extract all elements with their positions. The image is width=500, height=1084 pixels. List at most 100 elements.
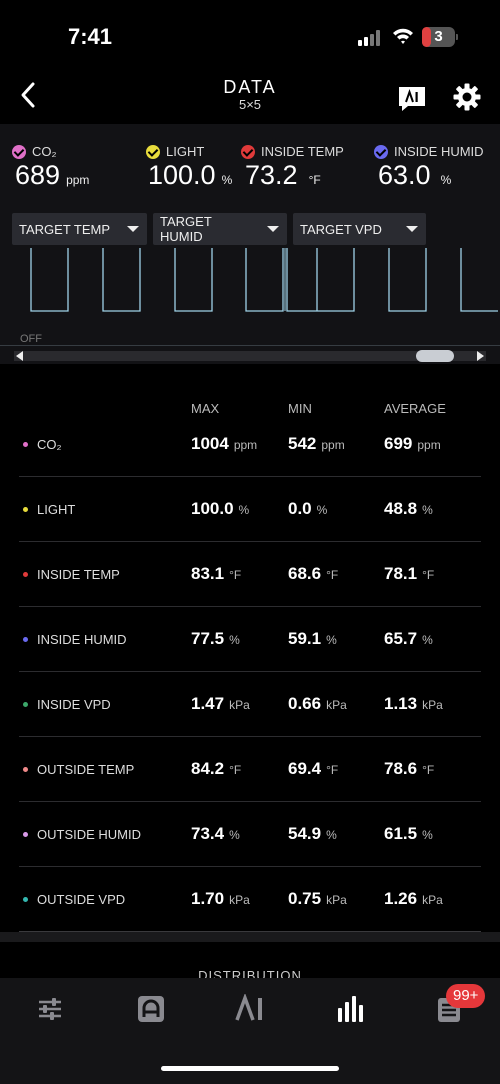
row-label: INSIDE TEMP (37, 567, 120, 582)
stat-row-inside-vpd: INSIDE VPD 1.47 kPa 0.66 kPa 1.13 kPa (19, 672, 481, 737)
target-vpd-dropdown[interactable]: TARGET VPD (293, 213, 426, 245)
column-max: MAX (191, 401, 220, 416)
row-label: OUTSIDE HUMID (37, 827, 141, 842)
unit: % (422, 828, 433, 842)
controller-icon[interactable] (131, 994, 171, 1024)
series-dot (23, 897, 28, 902)
check-icon (146, 144, 160, 159)
unit: % (326, 633, 337, 647)
sensor-inside-humid[interactable]: INSIDE HUMID 63.0 % (374, 144, 484, 191)
row-label: INSIDE VPD (37, 697, 111, 712)
graph-scrollbar[interactable] (14, 351, 486, 361)
light-cycle-graph[interactable] (0, 248, 500, 346)
max-value: 1004 (191, 434, 229, 453)
dropdown-label: TARGET HUMID (160, 214, 212, 244)
caret-down-icon (267, 226, 279, 232)
unit: % (316, 503, 328, 517)
sensor-label: INSIDE HUMID (394, 144, 484, 159)
avg-value: 699 (384, 434, 413, 453)
max-value: 1.47 (191, 694, 225, 713)
max-value: 73.4 (191, 824, 225, 843)
series-dot (23, 637, 28, 642)
avg-value: 65.7 (384, 629, 418, 648)
ai-chat-icon[interactable] (398, 86, 426, 112)
scrollbar-thumb[interactable] (416, 350, 454, 362)
unit: kPa (422, 893, 443, 907)
target-temp-dropdown[interactable]: TARGET TEMP (12, 213, 147, 245)
unit: kPa (422, 698, 443, 712)
sensor-unit: °F (308, 173, 321, 187)
home-indicator[interactable] (161, 1066, 339, 1071)
unit: % (422, 633, 433, 647)
unit: ppm (233, 438, 258, 452)
min-value: 542 (288, 434, 317, 453)
caret-down-icon (127, 226, 139, 232)
unit: °F (422, 568, 435, 582)
series-dot (23, 507, 28, 512)
back-chevron-icon[interactable] (14, 80, 44, 110)
light-cycle-line (30, 248, 498, 312)
sensor-unit: ppm (66, 173, 90, 187)
unit: % (229, 633, 240, 647)
sensor-inside-temp[interactable]: INSIDE TEMP 73.2 °F (241, 144, 344, 191)
unit: ppm (321, 438, 345, 452)
max-value: 84.2 (191, 759, 225, 778)
settings-gear-icon[interactable] (452, 82, 482, 112)
sliders-icon[interactable] (30, 994, 70, 1024)
unit: °F (326, 568, 339, 582)
avg-value: 78.6 (384, 759, 418, 778)
stat-row-co2: CO₂ 1004 ppm 542 ppm 699 ppm (19, 412, 481, 477)
check-icon (374, 144, 388, 159)
bar-chart-icon[interactable] (330, 994, 370, 1024)
sensor-value: 100.0 (148, 160, 216, 190)
max-value: 77.5 (191, 629, 225, 648)
cellular-signal-icon (358, 30, 382, 46)
series-dot (23, 442, 28, 447)
sensor-light[interactable]: LIGHT 100.0 % (146, 144, 232, 191)
ai-icon[interactable] (230, 994, 270, 1024)
column-min: MIN (288, 401, 312, 416)
target-humid-dropdown[interactable]: TARGET HUMID (153, 213, 287, 245)
min-value: 0.75 (288, 889, 322, 908)
stat-row-inside-temp: INSIDE TEMP 83.1 °F 68.6 °F 78.1 °F (19, 542, 481, 607)
stats-table: MAX MIN AVERAGE CO₂ 1004 ppm 542 ppm 699 pp… (0, 364, 500, 932)
sensor-unit: % (221, 173, 233, 187)
min-value: 59.1 (288, 629, 322, 648)
max-value: 100.0 (191, 499, 234, 518)
series-dot (23, 572, 28, 577)
series-dot (23, 832, 28, 837)
unit: °F (326, 763, 339, 777)
scroll-left-arrow-icon[interactable] (16, 351, 23, 361)
section-divider (0, 932, 500, 942)
series-dot (23, 767, 28, 772)
row-label: OUTSIDE VPD (37, 892, 126, 907)
min-value: 0.66 (288, 694, 322, 713)
sensor-panel: CO₂ 689 ppm LIGHT 100.0 % INSIDE TEMP 73… (0, 124, 500, 364)
unit: ppm (417, 438, 441, 452)
unit: % (229, 828, 240, 842)
stat-row-light: LIGHT 100.0% 0.0% 48.8% (19, 477, 481, 542)
avg-value: 1.26 (384, 889, 418, 908)
row-label: LIGHT (37, 502, 76, 517)
series-dot (23, 702, 28, 707)
unit: kPa (326, 698, 347, 712)
battery-level: 3 (434, 28, 443, 45)
dropdown-label: TARGET TEMP (19, 221, 111, 237)
scroll-right-arrow-icon[interactable] (477, 351, 484, 361)
sensor-co2[interactable]: CO₂ 689 ppm (12, 144, 89, 191)
battery-icon: 3 (422, 27, 458, 47)
sensor-value: 689 (15, 160, 61, 190)
wifi-icon (393, 28, 413, 44)
min-value: 54.9 (288, 824, 322, 843)
distribution-title: DISTRIBUTION (198, 968, 302, 978)
status-time: 7:41 (68, 24, 113, 49)
unit: kPa (229, 893, 250, 907)
avg-value: 78.1 (384, 564, 418, 583)
stat-row-outside-humid: OUTSIDE HUMID 73.4% 54.9% 61.5% (19, 802, 481, 867)
unit: °F (229, 568, 242, 582)
stat-row-outside-vpd: OUTSIDE VPD 1.70 kPa 0.75 kPa 1.26 kPa (19, 867, 481, 932)
page-subtitle: 5×5 (238, 97, 262, 112)
caret-down-icon (406, 226, 418, 232)
check-icon (241, 144, 255, 159)
page-title: DATA (223, 77, 277, 97)
